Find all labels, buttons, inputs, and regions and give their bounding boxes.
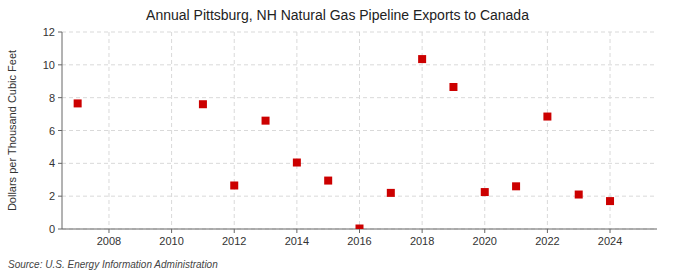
y-tick-label: 2 — [49, 190, 55, 202]
x-tick-label: 2010 — [159, 235, 183, 247]
point — [418, 55, 426, 63]
point — [74, 99, 82, 107]
axes: 2008 2010 2012 2014 2016 2018 2020 2022 2024 0 2 4 6… — [43, 26, 657, 247]
y-tick — [58, 97, 62, 98]
x-tick — [296, 229, 297, 233]
y-tick-label: 4 — [49, 157, 55, 169]
point — [230, 181, 238, 189]
x-tick-label: 2012 — [222, 235, 246, 247]
grid-line-x — [171, 32, 172, 229]
y-axis-label: Dollars per Thousand Cubic Feet — [6, 50, 18, 211]
chart-container: 2008 2010 2012 2014 2016 2018 2020 2022 2024 0 2 4 6… — [0, 0, 675, 275]
point — [324, 177, 332, 185]
grid-line-y — [62, 163, 657, 164]
point — [293, 159, 301, 167]
grid-line-x — [234, 32, 235, 229]
x-tick — [484, 229, 485, 233]
point — [356, 225, 364, 229]
grid-line-y — [62, 64, 657, 65]
point — [262, 117, 270, 125]
point — [543, 113, 551, 121]
y-tick — [58, 130, 62, 131]
x-tick — [422, 229, 423, 233]
title: Annual Pittsburg, NH Natural Gas Pipelin… — [146, 7, 529, 23]
page: {"chart_data": {"type": "scatter", "titl… — [0, 0, 675, 275]
grid-line-x — [296, 32, 297, 229]
x-tick-label: 2020 — [473, 235, 497, 247]
chart-svg: 2008 2010 2012 2014 2016 2018 2020 2022 2024 0 2 4 6… — [0, 0, 675, 275]
x-tick — [610, 229, 611, 233]
y-tick — [58, 32, 62, 33]
grid-line-x — [547, 32, 548, 229]
point — [606, 197, 614, 205]
y-tick-label: 12 — [43, 26, 55, 38]
x-tick-label: 2024 — [598, 235, 622, 247]
x-tick-label: 2008 — [97, 235, 121, 247]
x-tick — [359, 229, 360, 233]
point — [512, 182, 520, 190]
y-tick — [58, 163, 62, 164]
y-tick — [58, 196, 62, 197]
point — [575, 191, 583, 199]
x-tick-label: 2016 — [347, 235, 371, 247]
x-tick-label: 2018 — [410, 235, 434, 247]
grid-line-x — [484, 32, 485, 229]
points — [74, 55, 614, 229]
y-tick-label: 10 — [43, 59, 55, 71]
point — [449, 83, 457, 91]
source-note: Source: U.S. Energy Information Administ… — [8, 259, 218, 270]
y-tick-label: 0 — [49, 223, 55, 235]
y-tick — [58, 229, 62, 230]
point — [199, 100, 207, 108]
y-tick-label: 6 — [49, 125, 55, 137]
x-tick — [547, 229, 548, 233]
background — [0, 0, 675, 275]
point — [387, 189, 395, 197]
grid — [62, 32, 657, 229]
grid-line-x — [359, 32, 360, 229]
y-tick-label: 8 — [49, 92, 55, 104]
x-tick — [171, 229, 172, 233]
x-tick-label: 2014 — [285, 235, 309, 247]
grid-line-x — [108, 32, 109, 229]
x-tick — [234, 229, 235, 233]
y-tick — [58, 64, 62, 65]
point — [481, 188, 489, 196]
x-tick — [108, 229, 109, 233]
x-tick-label: 2022 — [535, 235, 559, 247]
